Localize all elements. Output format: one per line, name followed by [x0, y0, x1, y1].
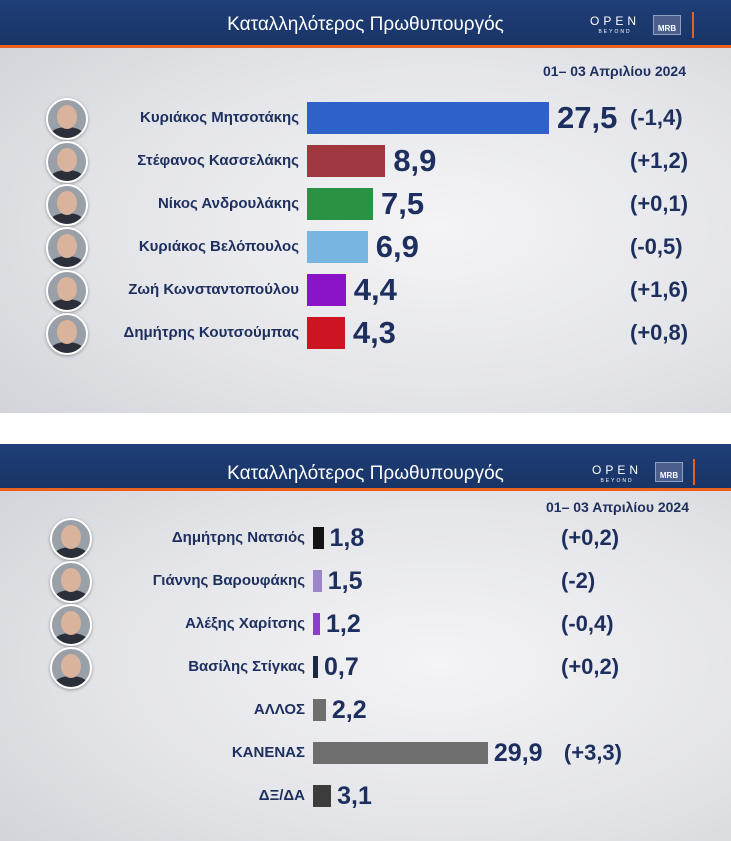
poll-date: 01– 03 Απριλίου 2024: [543, 63, 686, 79]
data-label: 4,4: [353, 272, 397, 308]
bar: [313, 570, 322, 592]
change-label: (-2): [561, 567, 596, 593]
change-label: (+0,2): [561, 524, 620, 550]
chart-header: Καταλληλότερος Πρωθυπουργός OPEN BEYOND M…: [0, 444, 731, 491]
bar: [313, 656, 318, 678]
category-label: Κυριάκος Μητσοτάκης: [140, 109, 299, 126]
photo-suit: [49, 256, 85, 267]
photo-suit: [53, 590, 89, 601]
data-label: 4,3: [352, 315, 396, 351]
category-label: Δημήτρης Κουτσούμπας: [123, 324, 299, 341]
open-logo: OPEN BEYOND: [590, 14, 641, 35]
poll-date: 01– 03 Απριλίου 2024: [546, 499, 689, 515]
candidate-photo: [46, 270, 88, 312]
candidate-photo: [50, 561, 92, 603]
chart-title: Καταλληλότερος Πρωθυπουργός: [227, 463, 504, 484]
photo-face: [61, 525, 81, 549]
change-label: (+3,3): [563, 739, 622, 765]
photo-face: [61, 568, 81, 592]
candidate-photo: [46, 184, 88, 226]
category-label: Δημήτρης Νατσιός: [171, 529, 305, 546]
category-label: Ζωή Κωνσταντοπούλου: [128, 281, 299, 298]
photo-face: [61, 654, 81, 678]
candidate-photo: [50, 604, 92, 646]
category-label: ΚΑΝΕΝΑΣ: [231, 744, 305, 761]
chart-panel-top: Καταλληλότερος Πρωθυπουργός OPEN BEYOND M…: [0, 0, 731, 413]
photo-face: [57, 105, 77, 129]
photo-face: [57, 234, 77, 258]
data-label: 3,1: [337, 781, 372, 810]
candidate-photo: [50, 518, 92, 560]
category-label: Βασίλης Στίγκας: [188, 658, 305, 675]
candidate-photo: [46, 98, 88, 140]
bar: [307, 231, 368, 263]
mrb-logo: MRB: [655, 462, 683, 482]
category-label: ΔΞ/ΔΑ: [258, 787, 305, 804]
category-label: Νίκος Ανδρουλάκης: [157, 195, 299, 212]
data-label: 1,2: [326, 609, 361, 638]
candidate-photo: [46, 141, 88, 183]
photo-face: [57, 277, 77, 301]
data-label: 2,2: [331, 695, 367, 724]
data-label: 8,9: [393, 143, 437, 179]
change-label: (-0,4): [561, 610, 614, 636]
data-label: 7,5: [381, 186, 425, 222]
data-label: 6,9: [375, 229, 419, 265]
data-label: 29,9: [493, 738, 543, 767]
bar: [313, 613, 321, 635]
data-label: 27,5: [557, 100, 618, 136]
bar: [307, 188, 373, 220]
photo-suit: [49, 213, 85, 224]
change-label: (+0,1): [630, 190, 689, 216]
change-label: (-1,4): [630, 104, 683, 130]
chart-header: Καταλληλότερος Πρωθυπουργός OPEN BEYOND M…: [0, 0, 731, 48]
logo-divider: [692, 12, 694, 38]
chart-title: Καταλληλότερος Πρωθυπουργός: [227, 14, 504, 35]
change-label: (-0,5): [630, 233, 683, 259]
photo-suit: [49, 127, 85, 138]
photo-suit: [49, 170, 85, 181]
bar: [313, 742, 488, 764]
photo-face: [57, 320, 77, 344]
bar: [313, 699, 326, 721]
bar: [313, 785, 332, 807]
bar: [313, 527, 324, 549]
photo-suit: [53, 633, 89, 644]
change-label: (+1,6): [630, 276, 689, 302]
logo-divider: [693, 459, 695, 485]
category-label: Αλέξης Χαρίτσης: [185, 615, 305, 632]
candidate-photo: [46, 227, 88, 269]
change-label: (+0,2): [561, 653, 620, 679]
bar: [307, 145, 386, 177]
bar: [307, 274, 346, 306]
chart-panel-bottom: Καταλληλότερος Πρωθυπουργός OPEN BEYOND M…: [0, 444, 731, 841]
data-label: 1,8: [329, 523, 365, 552]
photo-face: [57, 148, 77, 172]
candidate-photo: [50, 647, 92, 689]
change-label: (+0,8): [630, 319, 689, 345]
photo-suit: [49, 342, 85, 353]
photo-suit: [53, 547, 89, 558]
photo-suit: [53, 676, 89, 687]
change-label: (+1,2): [630, 147, 689, 173]
bar: [307, 317, 345, 349]
photo-suit: [49, 299, 85, 310]
category-label: Γιάννης Βαρουφάκης: [152, 572, 305, 589]
data-label: 0,7: [324, 652, 359, 681]
photo-face: [57, 191, 77, 215]
category-label: ΑΛΛΟΣ: [253, 701, 305, 718]
candidate-photo: [46, 313, 88, 355]
photo-face: [61, 611, 81, 635]
bar: [307, 102, 549, 134]
data-label: 1,5: [327, 566, 363, 595]
mrb-logo: MRB: [653, 15, 681, 35]
category-label: Στέφανος Κασσελάκης: [137, 152, 299, 169]
open-logo: OPEN BEYOND: [592, 463, 643, 484]
category-label: Κυριάκος Βελόπουλος: [138, 238, 299, 255]
